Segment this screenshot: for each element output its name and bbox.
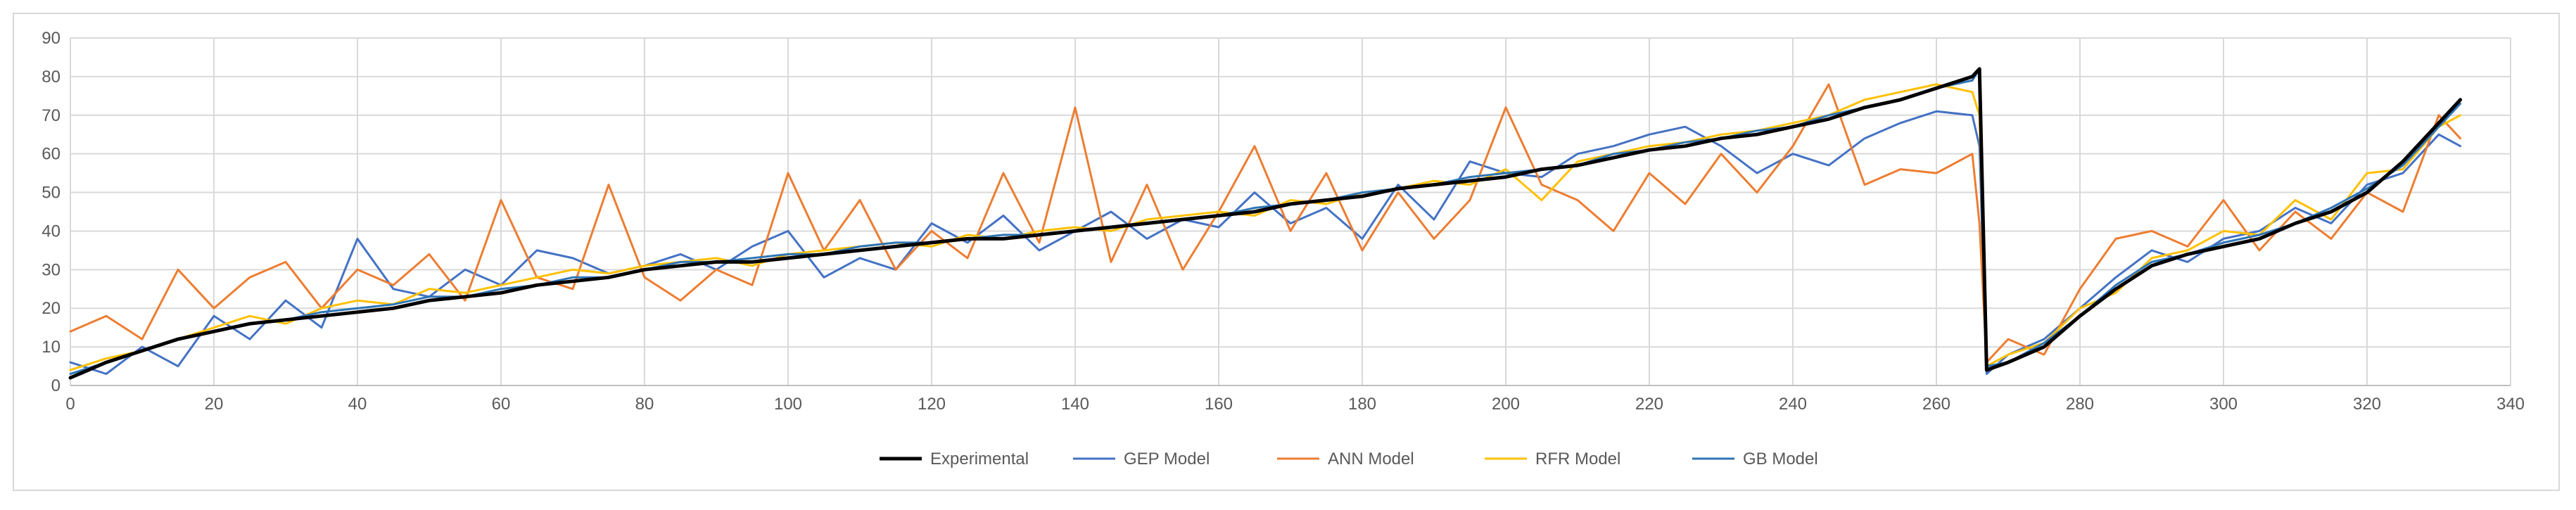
y-tick-label: 20 <box>42 299 61 318</box>
x-tick-label: 180 <box>1348 395 1376 414</box>
legend-label-gep-model: GEP Model <box>1124 450 1210 468</box>
y-tick-label: 0 <box>51 376 61 395</box>
legend-label-rfr-model: RFR Model <box>1535 450 1620 468</box>
x-tick-label: 60 <box>492 395 511 414</box>
x-tick-label: 240 <box>1779 395 1807 414</box>
axes: 0 10 20 30 40 50 60 70 80 90 0 20 40 60 80 100 120 140 160… <box>42 29 2525 414</box>
series-lines <box>68 67 2463 380</box>
chart-frame: 0 10 20 30 40 50 60 70 80 90 0 20 40 60 80 100 120 140 160… <box>13 13 2560 491</box>
x-tick-label: 120 <box>918 395 946 414</box>
line-chart: 0 10 20 30 40 50 60 70 80 90 0 20 40 60 80 100 120 140 160… <box>42 29 2525 468</box>
x-tick-label: 200 <box>1492 395 1520 414</box>
x-tick-label: 0 <box>65 395 75 414</box>
y-tick-label: 60 <box>42 145 61 164</box>
x-tick-label: 80 <box>635 395 654 414</box>
x-tick-label: 100 <box>774 395 802 414</box>
gridlines <box>70 37 2511 386</box>
y-tick-label: 90 <box>42 29 61 48</box>
y-tick-label: 50 <box>42 184 61 203</box>
legend-label-gb-model: GB Model <box>1743 450 1818 468</box>
x-tick-label: 280 <box>2066 395 2094 414</box>
x-tick-label: 340 <box>2496 395 2525 414</box>
x-tick-label: 40 <box>348 395 367 414</box>
y-tick-label: 70 <box>42 106 61 125</box>
y-tick-label: 10 <box>42 338 61 357</box>
x-tick-label: 300 <box>2209 395 2238 414</box>
x-tick-label: 20 <box>205 395 224 414</box>
series-line-rfr-model <box>69 83 2462 371</box>
y-tick-label: 40 <box>42 222 61 241</box>
series-line-ann-model <box>69 83 2462 364</box>
x-tick-label: 320 <box>2353 395 2381 414</box>
x-tick-label: 140 <box>1061 395 1089 414</box>
series-line-experimental <box>68 67 2463 380</box>
x-tick-label: 160 <box>1205 395 1233 414</box>
y-tick-label: 80 <box>42 68 61 87</box>
series-line-gep-model <box>69 110 2462 375</box>
legend: Experimental GEP Model ANN Model RFR Model G… <box>880 450 1818 468</box>
legend-label-experimental: Experimental <box>930 450 1029 468</box>
x-tick-label: 260 <box>1922 395 1950 414</box>
y-tick-label: 30 <box>42 260 61 279</box>
legend-label-ann-model: ANN Model <box>1328 450 1414 468</box>
x-tick-label: 220 <box>1635 395 1663 414</box>
